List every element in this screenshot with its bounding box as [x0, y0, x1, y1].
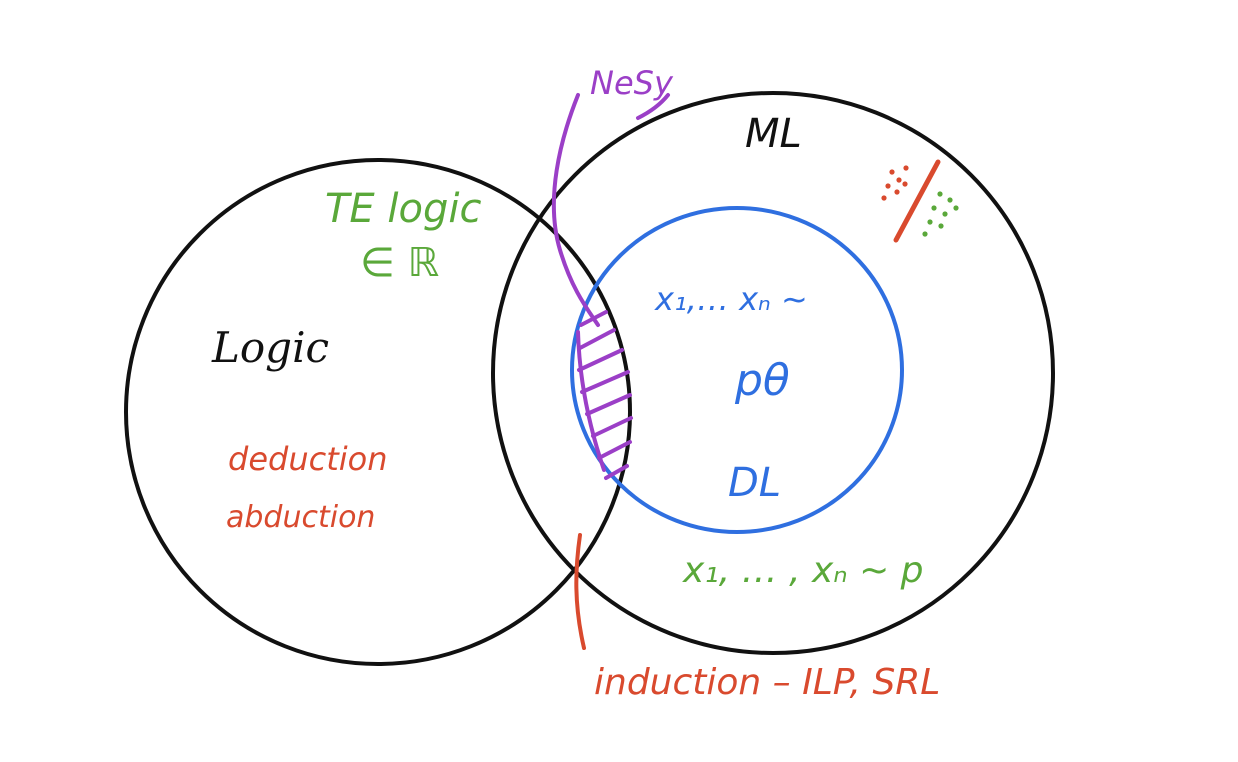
te-logic-label: TE logic	[325, 186, 482, 232]
induction-label: induction – ILP, SRL	[594, 662, 940, 703]
dl-label: DL	[728, 460, 781, 506]
abduction-label: abduction	[226, 500, 375, 535]
nesy-label-stroke	[636, 93, 670, 120]
logic-circle	[124, 158, 632, 666]
logic-label: Logic	[211, 323, 329, 372]
induction-pointer-line	[574, 533, 586, 650]
dl-circle	[570, 206, 904, 534]
ml-circle	[491, 91, 1055, 655]
data-split-icon	[881, 159, 959, 243]
deduction-label: deduction	[228, 440, 387, 478]
nesy-label: NeSy	[590, 64, 674, 102]
nesy-pointer-line	[551, 93, 600, 327]
real-values-label: ∈ ℝ	[360, 240, 439, 286]
nesy-hatch-region	[576, 310, 633, 480]
samples-p-label: x₁, … , xₙ ~ p	[682, 550, 924, 591]
p-theta-label: pθ	[734, 355, 790, 406]
ml-label: ML	[745, 111, 802, 157]
samples-p-theta-label: x₁,… xₙ ~	[654, 280, 808, 318]
